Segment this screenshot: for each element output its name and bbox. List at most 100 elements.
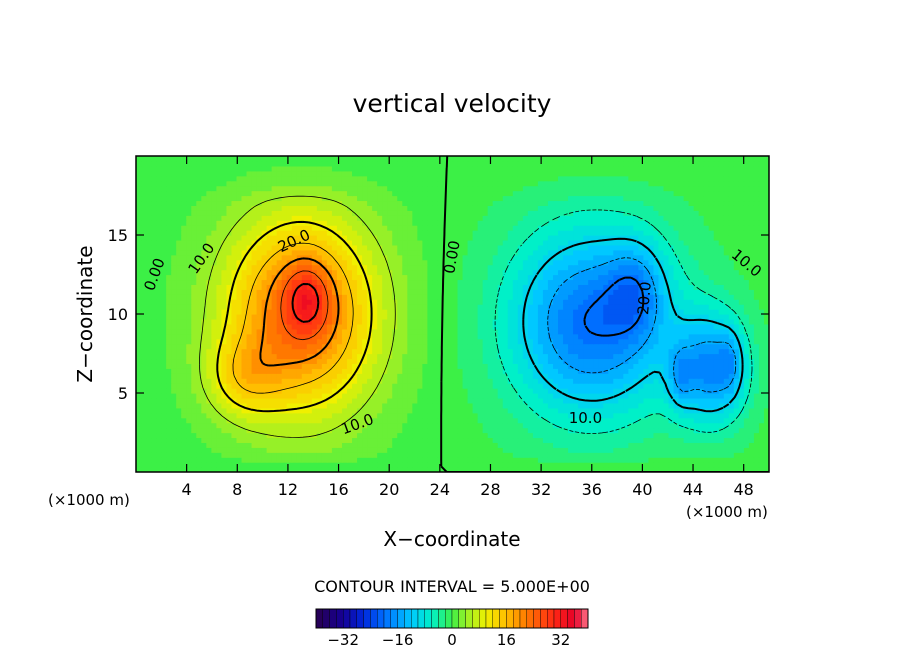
field-cell bbox=[306, 284, 313, 290]
field-cell bbox=[482, 402, 489, 409]
field-cell bbox=[146, 338, 152, 345]
field-cell bbox=[492, 462, 499, 468]
field-cell bbox=[211, 467, 217, 472]
field-cell bbox=[552, 338, 559, 345]
field-cell bbox=[156, 437, 162, 443]
field-cell bbox=[206, 467, 212, 472]
field-cell bbox=[437, 407, 444, 414]
field-cell bbox=[537, 412, 544, 419]
field-cell bbox=[171, 309, 177, 315]
field-cell bbox=[748, 457, 755, 463]
field-cell bbox=[643, 457, 650, 463]
field-cell bbox=[216, 314, 222, 320]
field-cell bbox=[432, 407, 439, 414]
field-cell bbox=[296, 279, 303, 285]
field-cell bbox=[316, 289, 323, 295]
field-cell bbox=[713, 284, 720, 290]
field-cell bbox=[618, 333, 624, 340]
field-cell bbox=[628, 358, 634, 364]
field-cell bbox=[437, 289, 444, 295]
field-cell bbox=[336, 452, 343, 458]
field-cell bbox=[427, 274, 433, 281]
field-cell bbox=[447, 318, 454, 325]
field-cell bbox=[442, 289, 449, 295]
field-cell bbox=[563, 417, 569, 424]
field-cell bbox=[321, 383, 328, 389]
field-cell bbox=[713, 373, 720, 379]
field-cell bbox=[628, 353, 634, 360]
field-cell bbox=[487, 397, 494, 404]
field-cell bbox=[236, 314, 243, 320]
field-cell bbox=[653, 363, 660, 369]
field-cell bbox=[763, 353, 769, 360]
field-cell bbox=[688, 432, 695, 439]
field-cell bbox=[201, 437, 207, 443]
field-cell bbox=[653, 462, 660, 468]
field-cell bbox=[196, 338, 202, 345]
field-cell bbox=[653, 378, 660, 384]
field-cell bbox=[718, 452, 725, 458]
field-cell bbox=[296, 442, 303, 448]
field-cell bbox=[176, 274, 182, 281]
field-cell bbox=[758, 304, 765, 310]
field-cell bbox=[452, 397, 459, 404]
field-cell bbox=[532, 452, 539, 458]
field-cell bbox=[517, 412, 524, 419]
field-cell bbox=[452, 358, 459, 364]
field-cell bbox=[738, 318, 745, 325]
field-cell bbox=[608, 457, 614, 463]
field-cell bbox=[628, 289, 634, 295]
field-cell bbox=[311, 284, 318, 290]
field-cell bbox=[211, 388, 217, 394]
field-cell bbox=[723, 333, 730, 340]
field-cell bbox=[477, 467, 484, 472]
field-cell bbox=[733, 383, 740, 389]
field-cell bbox=[743, 363, 750, 369]
field-cell bbox=[281, 402, 288, 409]
field-cell bbox=[708, 417, 715, 424]
field-cell bbox=[613, 402, 619, 409]
field-cell bbox=[176, 314, 182, 320]
field-cell bbox=[211, 328, 217, 335]
field-cell bbox=[331, 378, 338, 384]
field-cell bbox=[668, 462, 675, 468]
field-cell bbox=[286, 309, 293, 315]
field-cell bbox=[588, 299, 594, 305]
field-cell bbox=[497, 422, 504, 429]
field-cell bbox=[387, 378, 393, 384]
field-cell bbox=[176, 402, 182, 409]
field-cell bbox=[266, 299, 273, 305]
field-cell bbox=[638, 343, 644, 350]
field-cell bbox=[568, 343, 574, 350]
field-cell bbox=[753, 353, 760, 360]
field-cell bbox=[326, 333, 333, 340]
field-cell bbox=[517, 309, 524, 315]
field-cell bbox=[397, 388, 403, 394]
field-cell bbox=[477, 363, 484, 369]
field-cell bbox=[462, 412, 469, 419]
field-cell bbox=[326, 462, 333, 468]
field-cell bbox=[181, 333, 187, 340]
field-cell bbox=[713, 279, 720, 285]
field-cell bbox=[156, 383, 162, 389]
field-cell bbox=[512, 452, 519, 458]
field-cell bbox=[341, 289, 348, 295]
field-cell bbox=[331, 279, 338, 285]
field-cell bbox=[643, 318, 650, 325]
field-cell bbox=[156, 368, 162, 374]
field-cell bbox=[487, 323, 494, 330]
field-cell bbox=[502, 304, 509, 310]
field-cell bbox=[427, 299, 433, 305]
field-cell bbox=[502, 318, 509, 325]
field-cell bbox=[432, 358, 439, 364]
field-cell bbox=[532, 294, 539, 300]
field-cell bbox=[362, 417, 368, 424]
field-cell bbox=[693, 462, 700, 468]
field-cell bbox=[206, 388, 212, 394]
field-cell bbox=[663, 304, 670, 310]
field-cell bbox=[663, 378, 670, 384]
field-cell bbox=[573, 442, 579, 448]
field-cell bbox=[758, 314, 765, 320]
field-cell bbox=[281, 388, 288, 394]
